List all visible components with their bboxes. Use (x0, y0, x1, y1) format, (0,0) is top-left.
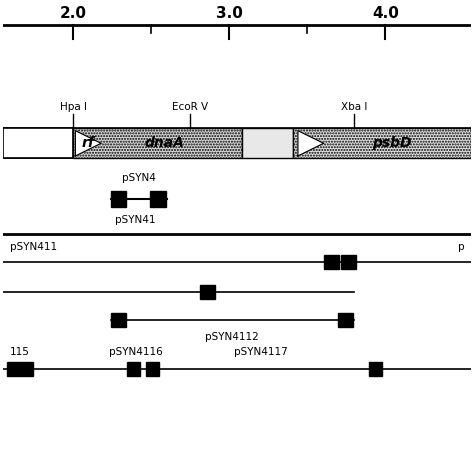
Text: 4.0: 4.0 (372, 6, 399, 21)
Text: 3.0: 3.0 (216, 6, 243, 21)
Bar (3, 128, 73, 158)
Text: 2.0: 2.0 (60, 6, 87, 21)
Bar (369, 362, 382, 376)
Bar (110, 191, 126, 207)
Bar (110, 313, 126, 327)
Text: pSYN4116: pSYN4116 (109, 347, 163, 357)
Text: pSYN4117: pSYN4117 (234, 347, 287, 357)
Bar (127, 362, 140, 376)
Text: pSYN41: pSYN41 (115, 215, 155, 226)
Polygon shape (298, 131, 324, 156)
Bar (3, 128, 471, 158)
Text: Xba I: Xba I (341, 102, 367, 112)
Bar (150, 191, 166, 207)
Bar (341, 255, 356, 269)
Bar (3, 128, 73, 158)
Bar (8, 362, 33, 376)
Polygon shape (75, 131, 101, 156)
Bar (293, 128, 471, 158)
Text: pSYN4112: pSYN4112 (205, 332, 259, 342)
Text: p: p (457, 242, 464, 252)
Bar (200, 285, 215, 299)
Bar (146, 362, 159, 376)
Text: pSYN411: pSYN411 (10, 242, 57, 252)
Text: pSYN4: pSYN4 (122, 173, 155, 183)
Text: EcoR V: EcoR V (172, 102, 208, 112)
Text: 115: 115 (10, 347, 30, 357)
Text: psbD: psbD (372, 137, 411, 150)
Bar (73, 128, 242, 158)
Text: Hpa I: Hpa I (60, 102, 87, 112)
Text: rf: rf (82, 137, 94, 150)
Bar (337, 313, 353, 327)
Bar (242, 128, 293, 158)
Text: dnaA: dnaA (145, 137, 184, 150)
Bar (324, 255, 338, 269)
